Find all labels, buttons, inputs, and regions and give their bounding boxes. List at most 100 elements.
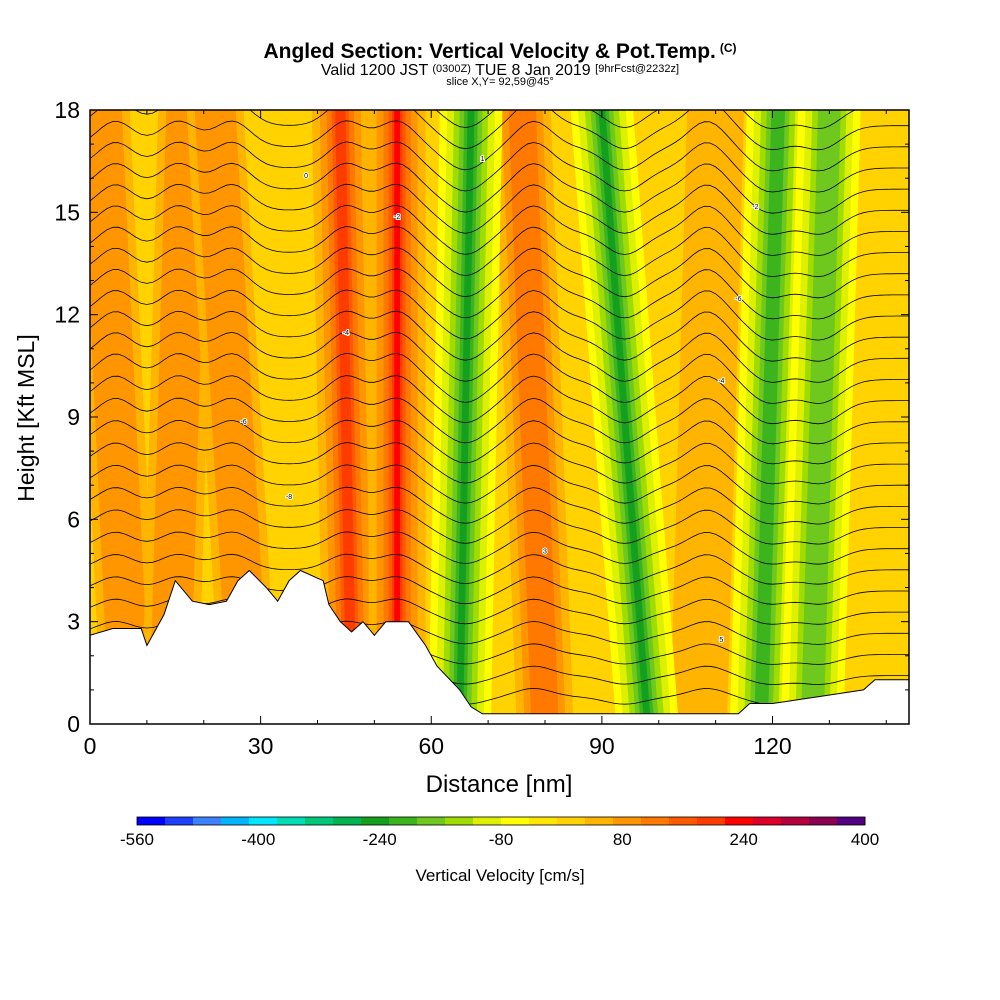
y-axis-title: Height [Kft MSL] (13, 334, 39, 501)
x-tick-label: 120 (753, 733, 791, 759)
colorbar-swatch (753, 817, 782, 825)
colorbar-swatch (585, 817, 614, 825)
updraft-band-level (90, 110, 151, 724)
colorbar-swatch (361, 817, 390, 825)
y-tick-label: 6 (67, 506, 80, 532)
pot-temp-contour (90, 310, 909, 362)
colorbar-swatch (249, 817, 278, 825)
valid-time-label: Valid 1200 JST (320, 62, 428, 79)
pot-temp-contour (90, 576, 909, 605)
pot-temp-contour (90, 397, 909, 445)
pot-temp-contour (90, 268, 909, 320)
colorbar-title: Vertical Velocity [cm/s] (415, 866, 584, 885)
pot-temp-label: -4 (343, 330, 349, 337)
x-tick-label: 0 (84, 733, 97, 759)
plot-area: -8 -6 -4 -2 0 -4 -6 -2 1 3 5 (90, 110, 909, 724)
colorbar-swatch (613, 817, 642, 825)
colorbar-swatch (529, 817, 558, 825)
chart-title: Angled Section: Vertical Velocity & Pot.… (0, 36, 1000, 64)
downdraft-band-level (754, 110, 786, 724)
colorbar-tick-label: -80 (489, 830, 514, 849)
colorbar-swatch (305, 817, 334, 825)
y-tick-label: 9 (67, 404, 80, 430)
updraft-band (90, 110, 159, 724)
colorbar-swatch (389, 817, 418, 825)
updraft-band (186, 110, 278, 724)
pot-temp-contour (90, 352, 909, 405)
pot-temp-contour (90, 464, 909, 505)
x-axis-title: Distance [nm] (426, 771, 573, 798)
chart-title-unit: (C) (719, 41, 737, 55)
downdraft-band-level (800, 110, 841, 724)
colorbar-swatch (333, 817, 362, 825)
colorbar: -560 -400 -240 -80 80 240 400 (120, 816, 879, 849)
pot-temp-label: -6 (735, 296, 741, 303)
y-tick-label: 15 (54, 199, 80, 225)
updraft-band-level (335, 110, 357, 724)
y-tick-label: 18 (54, 97, 80, 123)
pot-temp-contour (90, 442, 909, 485)
pot-temp-contour (90, 375, 909, 425)
colorbar-swatch (781, 817, 810, 825)
downdraft-band (570, 110, 679, 724)
pot-temp-label: 0 (304, 173, 308, 180)
pot-temp-contour (90, 419, 909, 465)
pot-temp-label: 1 (480, 156, 484, 163)
updraft-band-level (394, 110, 400, 724)
colorbar-tick-label: -400 (241, 830, 275, 849)
colorbar-swatch (641, 817, 670, 825)
downdraft-band (781, 110, 861, 724)
colorbar-swatch (137, 817, 166, 825)
colorbar-swatch (221, 817, 250, 825)
pot-temp-contour (90, 531, 909, 565)
chart-title-text: Angled Section: Vertical Velocity & Pot.… (263, 40, 716, 63)
colorbar-swatch (473, 817, 502, 825)
y-tick-label: 3 (67, 609, 80, 635)
colorbar-swatch (501, 817, 530, 825)
pot-temp-labels: -8 -6 -4 -2 0 -4 -6 -2 1 3 5 (239, 155, 759, 645)
updraft-band-level (508, 110, 559, 724)
pot-temp-contour (90, 247, 909, 299)
pot-temp-contour (90, 486, 909, 525)
x-tick-label: 90 (589, 733, 615, 759)
colorbar-swatch (417, 817, 446, 825)
pot-temp-contours (90, 110, 909, 705)
x-tick-label: 30 (248, 733, 274, 759)
pot-temp-contour (90, 204, 909, 256)
pot-temp-contour (90, 183, 909, 235)
colorbar-swatch (445, 817, 474, 825)
pot-temp-contour (90, 226, 909, 278)
updraft-band-level (194, 110, 270, 724)
pot-temp-label: -8 (286, 494, 292, 501)
pot-temp-contour (90, 553, 909, 585)
updraft-band-level (149, 110, 208, 724)
colorbar-swatch (277, 817, 306, 825)
forecast-tag: [9hrFcst@2232z] (595, 63, 680, 75)
updraft-band (311, 110, 381, 724)
pot-temp-contour (90, 509, 909, 545)
pot-temp-contour (435, 110, 857, 130)
colorbar-swatch (837, 817, 866, 825)
valid-date-label: TUE 8 Jan 2019 (475, 62, 591, 79)
colorbar-swatch (725, 817, 754, 825)
valid-utc-label: (0300Z) (432, 63, 471, 75)
y-tick-label: 12 (54, 302, 80, 328)
colorbar-tick-label: -560 (120, 830, 154, 849)
pot-temp-label: -2 (394, 214, 400, 221)
chart-subtitle: Valid 1200 JST (0300Z) TUE 8 Jan 2019 [9… (0, 60, 1000, 80)
updraft-band (493, 110, 574, 724)
colorbar-tick-label: -240 (363, 830, 397, 849)
downdraft-band-level (598, 110, 651, 724)
colorbar-swatch (809, 817, 838, 825)
pot-temp-contour (90, 331, 909, 383)
colorbar-frame (136, 816, 866, 826)
pot-temp-label: -4 (718, 378, 724, 385)
pot-temp-label: 5 (719, 637, 723, 644)
terrain-mask (90, 569, 909, 724)
colorbar-tick-label: 80 (613, 830, 632, 849)
pot-temp-contour (90, 110, 909, 151)
pot-temp-contour (90, 120, 909, 172)
updraft-band-level (670, 110, 745, 724)
